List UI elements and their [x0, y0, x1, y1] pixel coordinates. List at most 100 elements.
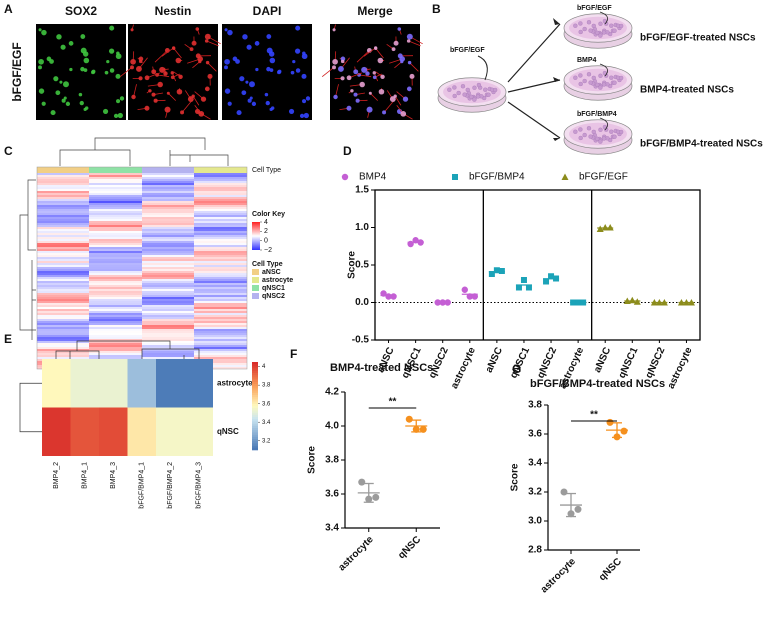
arrow: [477, 55, 488, 81]
heat-row: [37, 261, 89, 263]
heat-row: [37, 199, 89, 201]
cell: [195, 27, 200, 31]
heat-row: [89, 329, 142, 331]
colorbar-step: [252, 428, 258, 431]
arrow: [599, 11, 608, 25]
heat-row: [37, 249, 89, 251]
cell: [472, 85, 477, 90]
condition-label: bFGF/EGF: [10, 42, 24, 101]
cell: [361, 66, 368, 73]
heat-row: [89, 245, 142, 247]
heat-row: [37, 235, 89, 237]
cell: [612, 28, 617, 33]
heat-row: [142, 215, 194, 217]
heat-row: [37, 191, 89, 193]
heat-row: [89, 277, 142, 279]
point: [575, 299, 582, 306]
cell: [116, 99, 121, 104]
heat-row: [89, 347, 142, 349]
heat-row: [37, 311, 89, 313]
heat-row: [37, 239, 89, 241]
heat-row: [194, 349, 247, 351]
cell: [65, 101, 71, 106]
process: [161, 47, 174, 57]
point: [543, 278, 550, 285]
marker-label: DAPI: [253, 4, 282, 18]
row-label: qNSC: [217, 427, 239, 436]
heat-row: [89, 223, 142, 225]
heat-row: [89, 235, 142, 237]
cell: [366, 106, 373, 113]
cell: [239, 76, 245, 82]
cell: [144, 75, 150, 81]
cell: [62, 81, 69, 88]
panel-letter: D: [343, 144, 352, 158]
point: [628, 296, 636, 304]
cell: [377, 57, 384, 64]
cell: [172, 46, 176, 50]
heat-row: [37, 179, 89, 181]
heat-row: [142, 185, 194, 187]
cell: [469, 94, 474, 99]
heat-row: [194, 275, 247, 277]
heat-row: [89, 265, 142, 267]
cell: [191, 94, 195, 98]
cell: [138, 59, 143, 64]
legend-swatch: [252, 269, 259, 275]
cell: [187, 96, 194, 103]
tick-label: 4: [264, 219, 268, 226]
dendrogram: [19, 382, 42, 433]
heat-row: [37, 175, 89, 177]
heat-row: [37, 263, 89, 265]
heat-row: [142, 233, 194, 235]
heat-row: [37, 213, 89, 215]
cell: [378, 88, 385, 95]
cell: [332, 65, 336, 70]
cell: [578, 127, 583, 132]
heat-row: [37, 195, 89, 197]
heat-row: [142, 183, 194, 185]
panel-letter: C: [4, 144, 13, 158]
heat-row: [142, 227, 194, 229]
heat-row: [89, 243, 142, 245]
cell: [372, 71, 376, 75]
heat-row: [37, 345, 89, 347]
point: [439, 299, 446, 306]
heat-cell: [42, 359, 71, 408]
cell: [612, 134, 617, 139]
cell: [170, 75, 175, 80]
heat-row: [142, 325, 194, 327]
heat-cell: [70, 359, 99, 408]
heat-row: [142, 225, 194, 227]
cell: [598, 139, 603, 144]
cell: [406, 86, 412, 92]
cell-type-bar: [89, 167, 142, 173]
y-tick-label: 3.4: [325, 523, 339, 534]
process: [168, 93, 177, 101]
treatment-label: bFGF/BMP4-treated NSCs: [640, 139, 763, 150]
cell: [224, 58, 230, 65]
heat-row: [89, 303, 142, 305]
colorbar-step: [252, 399, 258, 402]
heat-row: [142, 175, 194, 177]
tick-label: 2: [264, 228, 268, 235]
cell: [153, 98, 158, 103]
heat-row: [194, 247, 247, 249]
heat-row: [89, 289, 142, 291]
heat-row: [37, 283, 89, 285]
heat-row: [194, 293, 247, 295]
process: [370, 93, 379, 101]
cell: [609, 129, 614, 134]
process: [359, 74, 372, 78]
heat-row: [142, 295, 194, 297]
heat-row: [194, 345, 247, 347]
point: [390, 293, 397, 300]
cell: [241, 90, 247, 96]
cell: [102, 108, 109, 115]
cell: [374, 46, 378, 50]
heat-row: [89, 357, 142, 359]
heat-row: [37, 301, 89, 303]
heat-row: [37, 319, 89, 321]
cell: [268, 51, 275, 57]
point: [561, 173, 569, 180]
